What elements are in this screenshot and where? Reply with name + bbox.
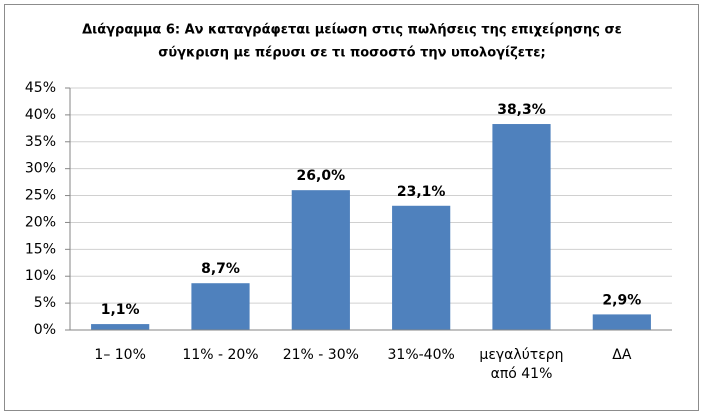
y-tick-label: 20% <box>25 214 56 230</box>
y-tick-label: 40% <box>25 107 56 123</box>
y-tick-label: 30% <box>25 161 56 177</box>
bar <box>191 283 250 330</box>
x-tick-label: 1– 10% <box>94 347 146 363</box>
value-label: 38,3% <box>497 102 546 118</box>
value-label: 26,0% <box>297 168 346 184</box>
bar <box>492 124 551 330</box>
y-tick-label: 45% <box>25 80 56 96</box>
y-tick-label: 0% <box>34 322 56 338</box>
x-tick-label: 21% - 30% <box>282 347 359 363</box>
value-label: 23,1% <box>397 184 446 200</box>
x-tick-label: μεγαλύτερη από 41% <box>479 347 564 382</box>
value-label: 1,1% <box>101 302 140 318</box>
chart-title: Διάγραμμα 6: Αν καταγράφεται μείωση στις… <box>82 23 622 38</box>
bar <box>592 314 651 330</box>
x-tick-label: 31%-40% <box>387 347 455 363</box>
bar <box>291 190 350 330</box>
chart-border <box>4 4 699 411</box>
y-tick-label: 25% <box>25 188 56 204</box>
bar <box>392 205 451 330</box>
chart-title: σύγκριση με πέρυσι σε τι ποσοστό την υπο… <box>158 46 546 61</box>
y-tick-label: 5% <box>34 295 56 311</box>
value-label: 8,7% <box>201 261 240 277</box>
x-tick-label: ΔΑ <box>612 347 632 363</box>
bar <box>91 324 150 330</box>
value-label: 2,9% <box>602 292 641 308</box>
y-tick-label: 35% <box>25 134 56 150</box>
x-tick-label: 11% - 20% <box>182 347 259 363</box>
y-tick-label: 10% <box>25 268 56 284</box>
y-tick-label: 15% <box>25 241 56 257</box>
